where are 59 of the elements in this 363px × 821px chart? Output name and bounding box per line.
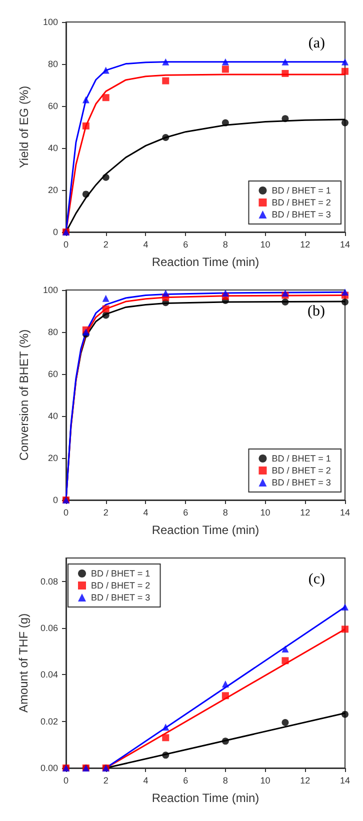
- y-tick-label: 0.06: [40, 623, 58, 633]
- annotation: (a): [308, 36, 326, 52]
- y-tick-label: 100: [42, 17, 58, 27]
- x-tick-label: 12: [300, 508, 310, 518]
- x-tick-label: 4: [143, 508, 148, 518]
- y-tick-label: 20: [48, 185, 58, 195]
- annotation: (b): [308, 304, 326, 320]
- legend-label: BD / BHET = 3: [91, 592, 150, 602]
- y-axis-title: Amount of THF (g): [16, 613, 31, 713]
- y-tick-label: 0.00: [40, 763, 58, 773]
- legend-label: BD / BHET = 2: [272, 466, 331, 476]
- x-tick-label: 10: [260, 508, 270, 518]
- x-tick-label: 8: [222, 240, 228, 250]
- y-tick-label: 0: [52, 227, 58, 237]
- x-tick-label: 12: [300, 240, 310, 250]
- y-tick-label: 100: [42, 285, 58, 295]
- legend-label: BD / BHET = 3: [272, 478, 331, 488]
- x-tick-label: 2: [103, 508, 108, 518]
- legend-label: BD / BHET = 3: [272, 210, 331, 220]
- y-tick-label: 40: [48, 411, 58, 421]
- x-axis-title: Reaction Time (min): [152, 255, 260, 269]
- y-tick-label: 40: [48, 143, 58, 153]
- x-tick-label: 0: [63, 240, 69, 250]
- y-axis-title: Conversion of BHET (%): [17, 329, 31, 461]
- y-tick-label: 60: [48, 369, 58, 379]
- x-tick-label: 6: [183, 240, 188, 250]
- x-tick-label: 4: [143, 240, 148, 250]
- x-tick-label: 8: [222, 508, 228, 518]
- annotation: (c): [308, 572, 326, 588]
- x-tick-label: 12: [300, 776, 310, 786]
- y-tick-label: 0.04: [40, 670, 58, 680]
- x-axis-title: Reaction Time (min): [152, 791, 260, 805]
- x-tick-label: 2: [103, 240, 108, 250]
- y-tick-label: 80: [48, 327, 58, 337]
- x-tick-label: 8: [222, 776, 228, 786]
- y-tick-label: 60: [48, 101, 58, 111]
- x-tick-label: 0: [63, 508, 69, 518]
- y-tick-label: 0.02: [40, 716, 58, 726]
- x-tick-label: 14: [340, 240, 350, 250]
- x-tick-label: 14: [340, 508, 350, 518]
- y-tick-label: 80: [48, 59, 58, 69]
- legend-label: BD / BHET = 1: [272, 454, 331, 464]
- legend-label: BD / BHET = 1: [272, 186, 331, 196]
- legend-label: BD / BHET = 1: [91, 568, 150, 578]
- y-tick-label: 0: [52, 495, 58, 505]
- y-tick-label: 0.08: [40, 576, 58, 586]
- x-tick-label: 14: [340, 776, 350, 786]
- legend-label: BD / BHET = 2: [272, 198, 331, 208]
- x-tick-label: 6: [183, 508, 188, 518]
- x-tick-label: 0: [63, 776, 69, 786]
- x-tick-label: 10: [260, 776, 270, 786]
- x-tick-label: 10: [260, 240, 270, 250]
- x-axis-title: Reaction Time (min): [152, 523, 260, 537]
- x-tick-label: 6: [183, 776, 188, 786]
- y-tick-label: 20: [48, 453, 58, 463]
- x-tick-label: 2: [103, 776, 108, 786]
- legend-label: BD / BHET = 2: [91, 580, 150, 590]
- y-axis-title: Yield of EG (%): [17, 86, 31, 168]
- x-tick-label: 4: [143, 776, 148, 786]
